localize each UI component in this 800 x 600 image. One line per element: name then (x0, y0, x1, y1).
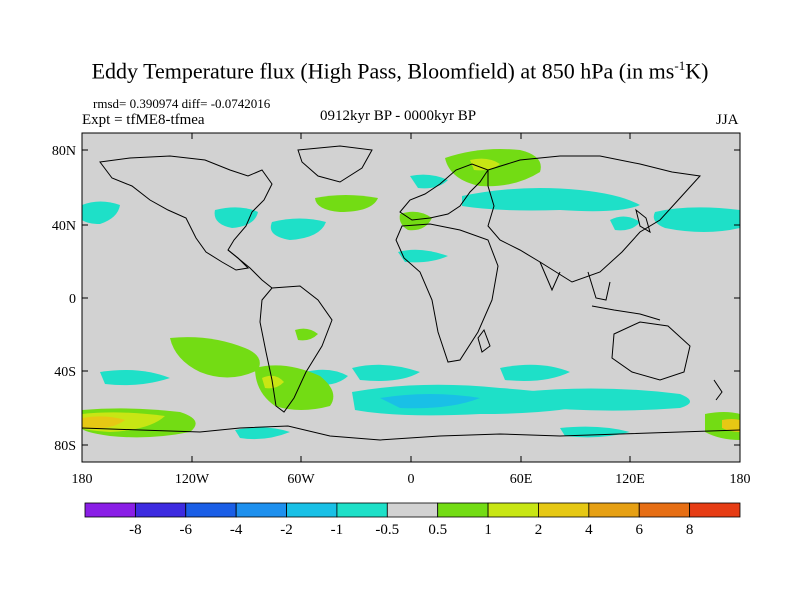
colorbar-swatch (336, 502, 388, 518)
colorbar: -8 -6 -4 -2 -1 -0.5 0.5 1 2 4 6 8 (84, 502, 741, 538)
coast-central-america (227, 249, 273, 289)
lon-label: 0 (408, 472, 415, 487)
lat-label: 40S (54, 365, 76, 380)
lon-label: 60E (510, 472, 533, 487)
colorbar-label: -8 (129, 522, 142, 538)
coast-indonesia (591, 305, 661, 321)
coast-madagascar (477, 328, 491, 353)
lat-label: 80S (54, 439, 76, 454)
contour-southern-indian-core (380, 394, 480, 409)
coast-indochina (587, 271, 611, 301)
colorbar-label: 2 (535, 522, 543, 538)
coast-new-zealand (713, 379, 723, 401)
colorbar-swatch (638, 502, 691, 518)
contour-north-atlantic (270, 218, 326, 240)
colorbar-swatch (487, 502, 539, 518)
figure-title: Eddy Temperature flux (High Pass, Bloomf… (0, 58, 800, 84)
title-main: Eddy Temperature flux (High Pass, Bloomf… (91, 58, 675, 84)
contour-south-atlantic (352, 364, 420, 381)
coast-africa (395, 223, 499, 363)
colorbar-swatch (437, 502, 489, 518)
anomaly-contours (82, 149, 740, 440)
lon-label: 180 (72, 472, 93, 487)
contour-scandinavia-core (470, 158, 500, 171)
lon-label: 180 (730, 472, 751, 487)
lon-label: 120W (175, 472, 210, 487)
contour-ross-sea-orange (82, 416, 125, 429)
coast-greenland (297, 145, 373, 183)
colorbar-label: -6 (180, 522, 193, 538)
colorbar-swatch (134, 502, 187, 518)
contour-north-pacific-west (82, 201, 120, 224)
contour-mid-atlantic (315, 195, 378, 212)
longitude-axis: 180 120W 60W 0 60E 120E 180 (72, 133, 751, 487)
coast-antarctica (82, 425, 740, 441)
colorbar-swatch (538, 502, 590, 518)
contour-antarctic-east-core (722, 419, 740, 432)
coast-japan (635, 208, 651, 234)
colorbar-label: 6 (635, 522, 643, 538)
colorbar-swatch (386, 502, 439, 518)
title-tail: K) (685, 58, 709, 84)
colorbar-swatch (286, 502, 338, 518)
latitude-axis: 80N 40N 0 40S 80S (52, 144, 740, 454)
stats-line: rmsd= 0.390974 diff= -0.0742016 (93, 96, 271, 111)
coast-australia (611, 321, 691, 381)
contour-north-africa (398, 249, 448, 263)
lon-label: 60W (287, 472, 315, 487)
contour-south-pacific-band (170, 337, 260, 378)
colorbar-label: 8 (686, 522, 694, 538)
contour-southern-pacific (520, 388, 690, 411)
contour-south-pacific-west (100, 370, 170, 386)
colorbar-label: -2 (280, 522, 293, 538)
contour-japan (610, 216, 640, 231)
coast-asia (487, 155, 702, 283)
colorbar-label: 4 (585, 522, 593, 538)
colorbar-label: 1 (484, 522, 492, 538)
colorbar-label: -4 (230, 522, 243, 538)
colorbar-swatch (588, 502, 640, 518)
colorbar-swatch (84, 502, 136, 518)
contour-antarctic-west (235, 427, 290, 440)
colorbar-label: 0.5 (428, 522, 447, 538)
colorbar-swatch (185, 502, 237, 518)
coast-europe (399, 163, 489, 221)
contour-south-america-core (262, 375, 284, 389)
lat-label: 0 (69, 292, 76, 307)
contour-pacific-subtropic (295, 328, 318, 341)
contour-central-asia (540, 193, 590, 207)
coastlines (82, 145, 740, 441)
coast-india (539, 261, 561, 292)
title-superscript: -1 (674, 58, 686, 73)
lat-label: 40N (52, 219, 76, 234)
lon-label: 120E (615, 472, 645, 487)
contour-north-pacific-east (653, 207, 740, 232)
contour-australia-south (500, 364, 570, 381)
experiment-label: Expt = tfME8-tfmea (82, 112, 205, 128)
season-label: JJA (716, 112, 739, 128)
colorbar-label: -0.5 (375, 522, 399, 538)
coast-south-america (259, 285, 333, 413)
period-label: 0912kyr BP - 0000kyr BP (320, 108, 477, 124)
lat-label: 80N (52, 144, 76, 159)
colorbar-swatch (689, 502, 741, 518)
colorbar-swatch (235, 502, 287, 518)
colorbar-label: -1 (331, 522, 344, 538)
